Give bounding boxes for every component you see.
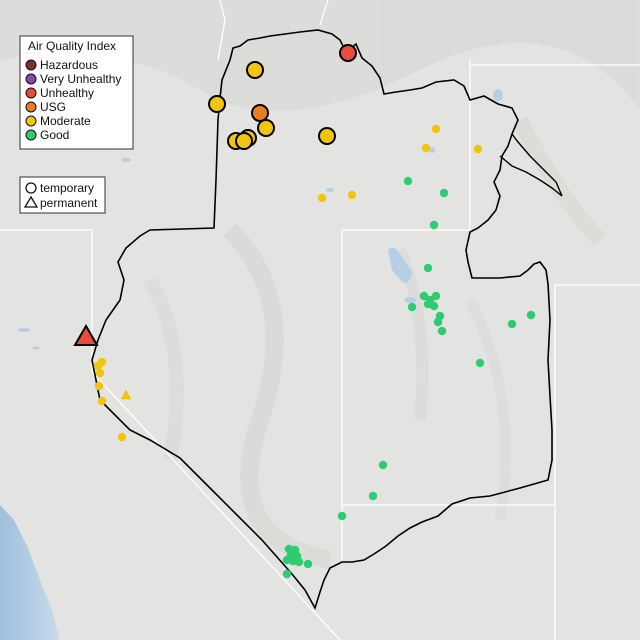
good-monitor[interactable]	[419, 291, 429, 301]
legend-very-unhealthy: Very Unhealthy	[40, 72, 121, 86]
good-monitor[interactable]	[437, 326, 447, 336]
moderate-monitor-large[interactable]	[235, 132, 253, 150]
moderate-monitor[interactable]	[95, 368, 105, 378]
good-monitors	[282, 176, 536, 579]
moderate-small-monitors	[93, 124, 483, 442]
legend-title: Air Quality Index	[28, 39, 116, 53]
legend-usg: USG	[40, 100, 66, 114]
usg-monitor[interactable]	[251, 104, 269, 122]
good-monitor[interactable]	[526, 310, 536, 320]
temporary-symbol-icon	[25, 182, 37, 194]
lakes	[18, 89, 503, 350]
good-monitor[interactable]	[368, 491, 378, 501]
moderate-monitor[interactable]	[347, 190, 357, 200]
good-monitor[interactable]	[282, 569, 292, 579]
moderate-monitor-large[interactable]	[257, 119, 275, 137]
good-monitor[interactable]	[507, 319, 517, 329]
unhealthy-swatch	[25, 87, 37, 99]
legend-moderate: Moderate	[40, 114, 91, 128]
good-monitor[interactable]	[475, 358, 485, 368]
good-monitor[interactable]	[337, 511, 347, 521]
moderate-permanent-monitor[interactable]	[120, 389, 132, 400]
good-monitor[interactable]	[431, 291, 441, 301]
very-unhealthy-swatch	[25, 73, 37, 85]
legend-good: Good	[40, 128, 69, 142]
moderate-monitor-large[interactable]	[318, 127, 336, 145]
moderate-monitor[interactable]	[421, 143, 431, 153]
legend-temporary: temporary	[40, 181, 94, 195]
good-monitor[interactable]	[433, 317, 443, 327]
good-monitor[interactable]	[423, 263, 433, 273]
good-monitor[interactable]	[294, 557, 304, 567]
pacific-ocean	[0, 505, 60, 640]
good-monitor[interactable]	[429, 301, 439, 311]
good-monitor[interactable]	[407, 302, 417, 312]
monitor-type-legend: temporary permanent	[19, 176, 106, 214]
moderate-monitor[interactable]	[97, 396, 107, 406]
aqi-legend: Air Quality Index Hazardous Very Unhealt…	[19, 35, 134, 150]
legend-permanent: permanent	[40, 196, 98, 210]
good-monitor[interactable]	[403, 176, 413, 186]
large-temporary-monitors	[208, 44, 357, 150]
good-monitor[interactable]	[429, 220, 439, 230]
good-swatch	[25, 129, 37, 141]
moderate-monitor[interactable]	[93, 361, 103, 371]
hazardous-swatch	[25, 59, 37, 71]
moderate-monitor[interactable]	[317, 193, 327, 203]
moderate-monitor[interactable]	[473, 144, 483, 154]
region-boundary	[91, 29, 553, 611]
moderate-swatch	[25, 115, 37, 127]
good-monitor[interactable]	[303, 559, 313, 569]
unhealthy-permanent-monitor[interactable]	[73, 324, 99, 346]
good-monitor[interactable]	[378, 460, 388, 470]
region-boundary-inner	[499, 133, 563, 197]
usg-swatch	[25, 101, 37, 113]
legend-hazardous: Hazardous	[40, 58, 98, 72]
aqi-legend-box	[19, 35, 134, 150]
legend-unhealthy: Unhealthy	[40, 86, 94, 100]
moderate-monitor-large[interactable]	[246, 61, 264, 79]
moderate-monitor-large[interactable]	[208, 95, 226, 113]
moderate-monitor[interactable]	[94, 381, 104, 391]
moderate-monitor[interactable]	[117, 432, 127, 442]
moderate-monitor[interactable]	[431, 124, 441, 134]
permanent-symbol-icon	[23, 195, 39, 208]
unhealthy-monitor[interactable]	[339, 44, 357, 62]
good-monitor[interactable]	[439, 188, 449, 198]
